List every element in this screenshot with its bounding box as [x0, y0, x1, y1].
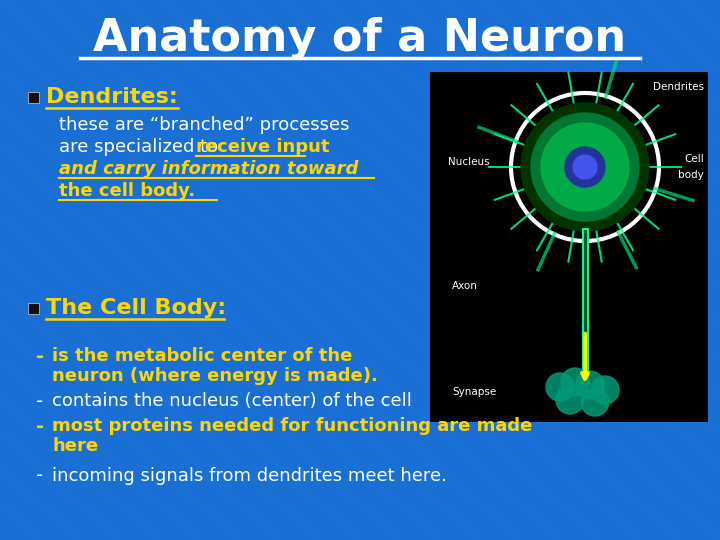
Text: most proteins needed for functioning are made: most proteins needed for functioning are…: [52, 417, 532, 435]
Circle shape: [521, 103, 649, 231]
Circle shape: [541, 123, 629, 211]
Text: -: -: [36, 347, 44, 366]
Bar: [28, 92, 39, 103]
Circle shape: [591, 376, 619, 404]
Circle shape: [565, 147, 605, 187]
Text: The Cell Body:: The Cell Body:: [46, 298, 226, 318]
Text: these are “branched” processes: these are “branched” processes: [59, 116, 349, 134]
Text: is the metabolic center of the: is the metabolic center of the: [52, 347, 352, 365]
Text: -: -: [36, 392, 43, 410]
Bar: [28, 303, 39, 314]
Text: -: -: [36, 467, 43, 485]
Text: body: body: [678, 170, 704, 180]
Text: are specialized to: are specialized to: [59, 138, 224, 156]
Text: and carry information toward: and carry information toward: [59, 160, 359, 178]
Circle shape: [576, 371, 604, 399]
Text: Dendrites: Dendrites: [653, 82, 704, 92]
Circle shape: [573, 155, 597, 179]
Text: Axon: Axon: [452, 281, 478, 291]
Text: Cell: Cell: [684, 154, 704, 164]
Text: Nucleus: Nucleus: [448, 157, 490, 167]
Circle shape: [531, 113, 639, 221]
Text: receive input: receive input: [196, 138, 329, 156]
Text: Anatomy of a Neuron: Anatomy of a Neuron: [94, 17, 626, 59]
Text: neuron (where energy is made).: neuron (where energy is made).: [52, 367, 378, 385]
Text: -: -: [36, 416, 44, 435]
Text: here: here: [52, 437, 98, 455]
Circle shape: [581, 388, 609, 416]
Circle shape: [556, 386, 584, 414]
Text: Synapse: Synapse: [452, 387, 496, 397]
Text: the cell body.: the cell body.: [59, 182, 195, 200]
Circle shape: [561, 368, 589, 396]
Text: incoming signals from dendrites meet here.: incoming signals from dendrites meet her…: [52, 467, 447, 485]
Text: Dendrites:: Dendrites:: [46, 87, 178, 107]
Text: contains the nucleus (center) of the cell: contains the nucleus (center) of the cel…: [52, 392, 412, 410]
Bar: [430, 72, 708, 422]
Circle shape: [546, 373, 574, 401]
